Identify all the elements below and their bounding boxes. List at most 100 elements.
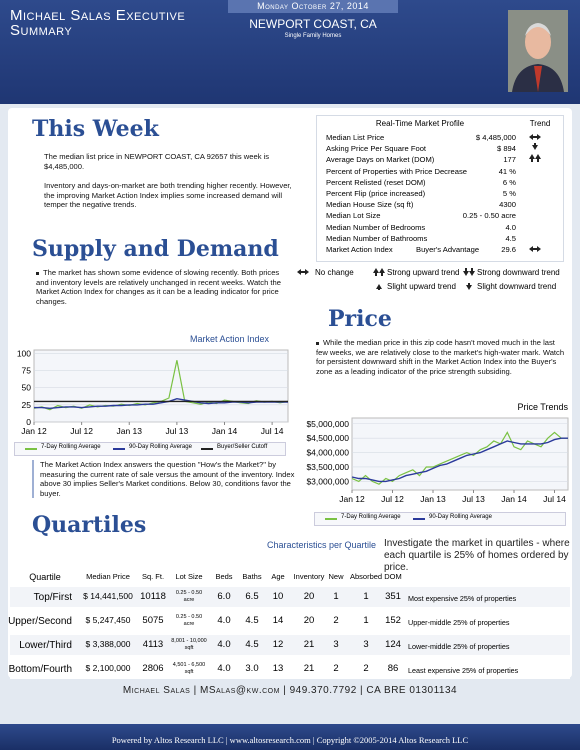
- table-cell: 5075: [142, 615, 164, 626]
- table-cell: 20: [303, 615, 315, 626]
- column-header: Baths: [242, 572, 262, 581]
- legend-swatch: [25, 448, 37, 450]
- header-band: [0, 0, 580, 104]
- table-cell: $ 5,247,450: [85, 615, 131, 625]
- profile-label: Median House Size (sq ft): [326, 200, 414, 210]
- profile-label: Median List Price: [326, 133, 385, 142]
- legend-icons: [373, 268, 385, 290]
- powered-by: Powered by Altos Research LLC | www.alto…: [111, 735, 469, 745]
- section-title: This Week: [32, 116, 159, 142]
- legend-swatch: [201, 448, 213, 450]
- section-title: Price: [328, 306, 392, 332]
- paragraph: While the median price in this zip code …: [316, 338, 568, 376]
- column-header: Beds: [215, 572, 233, 581]
- legend-icons: [297, 269, 309, 275]
- x-tick-label: Jul 12: [70, 426, 93, 436]
- property-type: Single Family Homes: [284, 33, 342, 39]
- table-cell: 3: [333, 639, 339, 650]
- profile-value: 29.6: [501, 245, 516, 254]
- table-cell: 12: [272, 639, 284, 650]
- legend-label: 90-Day Rolling Average: [429, 514, 492, 520]
- report-name: Michael Salas Executive Summary: [10, 7, 186, 39]
- table-cell: 6.0: [217, 591, 231, 602]
- y-tick-label: 100: [17, 348, 31, 358]
- table-cell: 1: [363, 615, 369, 626]
- price-chart: $3,000,000 $3,500,000 $4,000,000 $4,500,000…: [306, 417, 569, 504]
- table-cell: 21: [303, 639, 315, 650]
- x-tick-label: Jul 14: [261, 426, 284, 436]
- x-tick-label: Jul 13: [462, 494, 485, 504]
- plot-area: [33, 349, 289, 423]
- table-cell: 10: [272, 591, 284, 602]
- table-cell: 6.5: [245, 591, 259, 602]
- table-cell: 86: [387, 663, 399, 674]
- chart-legend: 7-Day Rolling Average 90-Day Rolling Aver…: [314, 512, 566, 526]
- paragraph: The Market Action Index answers the ques…: [32, 460, 300, 498]
- profile-label: Asking Price Per Square Foot: [326, 144, 427, 154]
- quartile-description: Most expensive 25% of properties: [408, 594, 517, 603]
- column-header: DOM: [384, 572, 402, 581]
- profile-value: 177: [503, 155, 516, 165]
- chart-title: Market Action Index: [190, 334, 270, 344]
- profile-label: Percent of Properties with Price Decreas…: [326, 166, 467, 176]
- table-cell: 14: [272, 615, 284, 626]
- section-title: Quartiles: [32, 512, 147, 538]
- report-date: Monday October 27, 2014: [228, 0, 398, 13]
- legend-label: 7-Day Rolling Average: [41, 444, 101, 450]
- table-cell: 21: [303, 663, 315, 674]
- legend-entry: Slight downward trend: [477, 282, 557, 291]
- x-tick-label: Jul 12: [381, 494, 404, 504]
- profile-value: 4300: [499, 200, 516, 210]
- profile-value: 6 %: [502, 177, 516, 187]
- profile-box: [316, 115, 564, 262]
- table-cell: 351: [385, 591, 401, 602]
- table-cell: 4,501 - 6,500 sqft: [172, 662, 206, 675]
- profile-label: Median Number of Bedrooms: [326, 222, 426, 232]
- legend-entry: No change: [315, 268, 354, 277]
- table-cell: 124: [385, 639, 401, 650]
- footer-band: [0, 724, 580, 750]
- column-header: Age: [271, 572, 285, 581]
- arrow-up-strong: [529, 154, 541, 162]
- table-cell: 2: [333, 615, 339, 626]
- x-tick-label: Jan 12: [21, 426, 47, 436]
- legend-label: 7-Day Rolling Average: [341, 514, 401, 520]
- table-cell: $ 2,100,000: [85, 663, 131, 673]
- contact-line: Michael Salas | MSalas@kw.com | 949.370.…: [122, 685, 458, 696]
- x-tick-label: Jan 13: [116, 426, 142, 436]
- chart-legend: 7-Day Rolling Average 90-Day Rolling Aver…: [14, 442, 286, 456]
- column-header: Lot Size: [175, 572, 203, 581]
- profile-value: 4.5: [505, 233, 516, 243]
- table-cell: 4.0: [217, 615, 231, 626]
- column-header: New: [328, 572, 344, 581]
- x-tick-label: Jan 14: [501, 494, 527, 504]
- row-band: [10, 659, 570, 679]
- row-band: [10, 635, 570, 655]
- series-line: [351, 437, 568, 483]
- table-cell: 1: [333, 591, 339, 602]
- row-band: [10, 611, 570, 631]
- column-header: Sq. Ft.: [141, 572, 165, 581]
- section-title: Supply and Demand: [32, 236, 279, 262]
- quartile-name: Upper/Second: [8, 616, 72, 627]
- table-cell: 0.25 - 0.50 acre: [175, 590, 203, 603]
- quartile-description: Lower-middle 25% of properties: [408, 642, 510, 651]
- legend-icons: [463, 268, 475, 290]
- legend-swatch: [325, 518, 337, 520]
- arrow-both: [529, 246, 541, 252]
- location: NEWPORT COAST, CA: [249, 17, 377, 31]
- x-tick-label: Jul 14: [543, 494, 566, 504]
- arrow-both: [529, 134, 541, 140]
- profile-note: Buyer's Advantage: [416, 245, 480, 254]
- legend-entry: Strong upward trend: [387, 268, 460, 277]
- table-cell: 0.25 - 0.50 acre: [175, 614, 203, 627]
- paragraph: The median list price in NEWPORT COAST, …: [44, 152, 270, 171]
- profile-label: Median Lot Size: [326, 211, 381, 221]
- table-cell: 1: [363, 591, 369, 602]
- y-tick-label: 50: [22, 383, 32, 393]
- column-header: Quartile: [29, 572, 61, 582]
- table-cell: 4.5: [245, 639, 259, 650]
- table-cell: 2: [333, 663, 339, 674]
- y-tick-label: $3,500,000: [306, 462, 349, 472]
